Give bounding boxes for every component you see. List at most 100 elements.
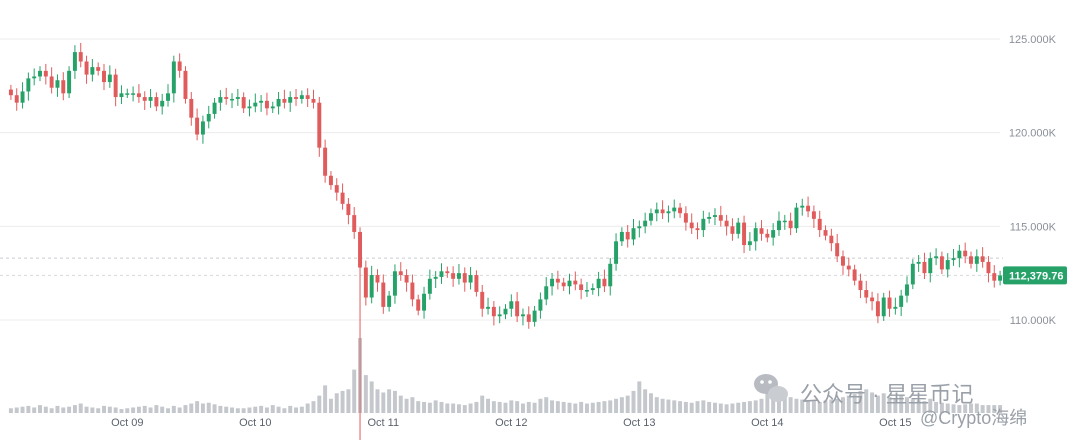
volume-bar bbox=[282, 408, 287, 413]
volume-bar bbox=[381, 392, 386, 413]
volume-bar bbox=[78, 403, 83, 413]
volume-bar bbox=[183, 405, 188, 413]
volume-bar bbox=[584, 403, 589, 413]
candle-up bbox=[631, 228, 636, 240]
volume-bar bbox=[800, 399, 805, 413]
volume-bar bbox=[230, 407, 234, 413]
volume-bar bbox=[224, 406, 229, 413]
volume-bar bbox=[910, 399, 915, 413]
volume-bar bbox=[486, 398, 491, 413]
candle-up bbox=[206, 113, 211, 122]
candle-down bbox=[625, 231, 630, 240]
candle-down bbox=[224, 97, 229, 99]
candle-down bbox=[195, 117, 200, 135]
volume-bar bbox=[887, 397, 892, 413]
candle-up bbox=[125, 93, 130, 95]
candle-up bbox=[503, 308, 508, 315]
watermark-line2: @Crypto海绵 bbox=[920, 408, 1027, 428]
volume-bar bbox=[875, 395, 880, 413]
candle-down bbox=[922, 261, 927, 274]
candle-down bbox=[154, 97, 159, 107]
candle-up bbox=[707, 216, 712, 219]
candle-up bbox=[666, 211, 671, 214]
volume-bar bbox=[980, 405, 985, 413]
candle-up bbox=[72, 52, 77, 71]
candle-up bbox=[905, 284, 909, 296]
volume-bar bbox=[212, 404, 217, 413]
candle-down bbox=[555, 278, 560, 283]
volume-bar bbox=[468, 403, 473, 413]
volume-bar bbox=[515, 401, 520, 413]
candle-up bbox=[916, 261, 921, 264]
candle-up bbox=[67, 70, 72, 94]
volume-bar bbox=[445, 403, 450, 413]
volume-bar bbox=[672, 400, 677, 413]
candle-up bbox=[637, 226, 642, 229]
volume-bar bbox=[811, 401, 816, 413]
candle-down bbox=[870, 297, 875, 302]
volume-bar bbox=[782, 394, 787, 413]
volume-bar bbox=[247, 407, 252, 413]
candle-down bbox=[992, 273, 997, 281]
volume-bar bbox=[538, 398, 543, 413]
candle-up bbox=[433, 276, 438, 279]
volume-bar bbox=[509, 400, 514, 413]
volume-bar bbox=[759, 398, 764, 413]
y-tick-label: 120.000K bbox=[1009, 128, 1057, 140]
candle-up bbox=[148, 97, 153, 101]
volume-bar bbox=[806, 400, 811, 413]
x-tick-label: Oct 12 bbox=[495, 417, 527, 429]
volume-bar bbox=[8, 408, 13, 413]
candle-down bbox=[102, 70, 106, 83]
volume-bar bbox=[270, 405, 275, 413]
candle-down bbox=[451, 273, 456, 279]
volume-bar bbox=[864, 389, 869, 413]
volume-bar bbox=[102, 405, 106, 413]
candle-down bbox=[61, 80, 66, 94]
volume-bar bbox=[881, 393, 886, 413]
candle-up bbox=[107, 74, 112, 83]
volume-bar bbox=[433, 400, 438, 413]
candle-up bbox=[509, 301, 514, 309]
candle-down bbox=[730, 226, 735, 234]
volume-bar bbox=[765, 389, 770, 413]
candle-down bbox=[759, 228, 764, 234]
candle-up bbox=[38, 70, 42, 77]
candle-down bbox=[416, 299, 421, 311]
volume-bar bbox=[905, 397, 909, 413]
candle-up bbox=[299, 95, 304, 99]
candle-down bbox=[346, 203, 351, 216]
candle-down bbox=[474, 275, 479, 292]
volume-bar bbox=[363, 375, 368, 413]
candle-up bbox=[439, 271, 444, 277]
volume-bar bbox=[852, 394, 857, 413]
volume-bar bbox=[113, 407, 118, 413]
candle-down bbox=[939, 256, 944, 270]
candle-down bbox=[404, 275, 409, 283]
candle-up bbox=[20, 91, 25, 103]
volume-bar bbox=[712, 402, 717, 413]
candle-down bbox=[678, 207, 683, 214]
candle-down bbox=[689, 222, 694, 229]
volume-bar bbox=[259, 405, 264, 413]
candle-up bbox=[90, 67, 95, 75]
volume-bar bbox=[200, 403, 205, 413]
candle-down bbox=[96, 67, 101, 71]
volume-bar bbox=[846, 395, 851, 413]
candle-up bbox=[253, 102, 258, 107]
candle-up bbox=[712, 215, 717, 217]
y-tick-label: 125.000K bbox=[1009, 34, 1057, 46]
y-axis-ticks: 125.000K 120.000K 115.000K 110.000K bbox=[1009, 34, 1057, 327]
volume-bar bbox=[753, 400, 758, 413]
candle-down bbox=[887, 297, 892, 309]
watermark-line1: 公众号 · 星星币记 bbox=[800, 382, 974, 407]
candle-down bbox=[358, 231, 363, 268]
volume-bar bbox=[998, 405, 1003, 413]
candle-up bbox=[259, 100, 264, 103]
last-price-label: 112,379.76 bbox=[1009, 270, 1063, 282]
candle-down bbox=[864, 290, 869, 298]
candle-up bbox=[26, 78, 31, 92]
candle-down bbox=[328, 175, 333, 186]
candle-up bbox=[520, 314, 525, 317]
volume-bar bbox=[160, 406, 165, 413]
